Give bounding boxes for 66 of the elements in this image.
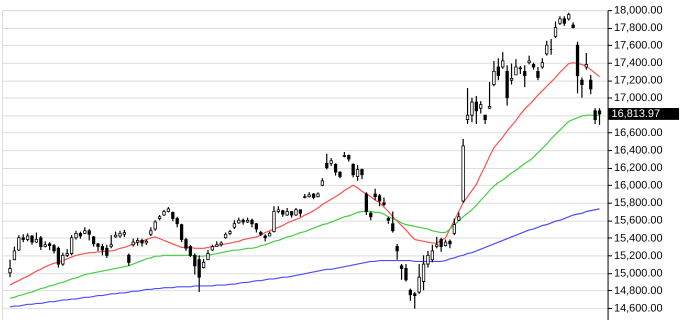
candlestick: [540, 58, 544, 70]
candlestick: [334, 162, 338, 176]
candlestick: [105, 244, 108, 259]
y-tick-label: 17,600.00: [614, 40, 663, 52]
y-tick-label: 17,200.00: [614, 74, 663, 87]
candlestick: [127, 252, 130, 266]
candlestick: [593, 108, 597, 125]
candlestick: [56, 246, 60, 268]
candlestick: [34, 232, 38, 244]
candlestick: [92, 235, 96, 248]
y-tick-label: 15,600.00: [614, 214, 663, 227]
candlestick: [400, 263, 404, 280]
line-series: [9, 208, 600, 308]
candlestick: [584, 52, 588, 70]
candlestick: [206, 249, 210, 260]
candlestick: [580, 76, 584, 98]
candlestick: [272, 206, 276, 234]
candlestick: [554, 20, 558, 39]
candlestick: [8, 259, 12, 278]
y-tick-label: 16,200.00: [614, 162, 663, 174]
candlestick: [360, 168, 364, 180]
y-tick-label: 16,400.00: [614, 144, 663, 157]
y-tick-label: 17,800.00: [614, 22, 663, 34]
candlestick: [364, 192, 368, 216]
candlestick: [470, 97, 474, 123]
candlestick: [356, 164, 360, 182]
y-tick-label: 15,000.00: [614, 267, 663, 280]
candlestick: [536, 66, 540, 81]
y-tick-label: 16,600.00: [614, 127, 663, 140]
candlestick: [404, 263, 408, 282]
candlestick: [374, 188, 377, 201]
candlestick: [492, 60, 496, 87]
y-tick-label: 18,000.00: [614, 4, 663, 17]
candlestick: [518, 66, 522, 75]
candlestick: [378, 193, 382, 207]
candlestick: [110, 234, 113, 249]
candlestick: [589, 74, 592, 95]
y-tick-label: 15,800.00: [614, 197, 663, 210]
y-tick-label: 16,000.00: [614, 180, 663, 192]
candlestick: [30, 234, 34, 246]
candlestick: [254, 222, 258, 234]
candlestick: [154, 220, 157, 232]
candlestick: [352, 162, 355, 178]
candlestick: [598, 108, 602, 126]
candlestick: [100, 243, 104, 256]
candlestick: [422, 254, 426, 291]
y-tick-label: 14,600.00: [614, 302, 663, 314]
y-tick-label: 15,200.00: [614, 250, 663, 262]
line-series: [9, 62, 600, 286]
candlestick: [396, 243, 399, 260]
text: 16,813.97: [612, 108, 660, 120]
y-tick-label: 17,400.00: [614, 57, 663, 70]
candlestick: [418, 263, 421, 294]
candlestick: [70, 234, 74, 256]
y-tick-label: 15,400.00: [614, 232, 663, 244]
candlestick: [430, 244, 434, 263]
candlestick: [12, 246, 16, 260]
candlestick: [466, 87, 470, 125]
candlestick: [452, 218, 456, 236]
candlestick: [523, 64, 526, 88]
candlestick: [545, 40, 548, 56]
candlestick: [514, 58, 518, 76]
candlestick: [488, 81, 492, 110]
y-tick-label: 14,800.00: [614, 284, 663, 297]
candlestick: [391, 210, 394, 234]
y-tick-label: 17,000.00: [614, 92, 663, 104]
